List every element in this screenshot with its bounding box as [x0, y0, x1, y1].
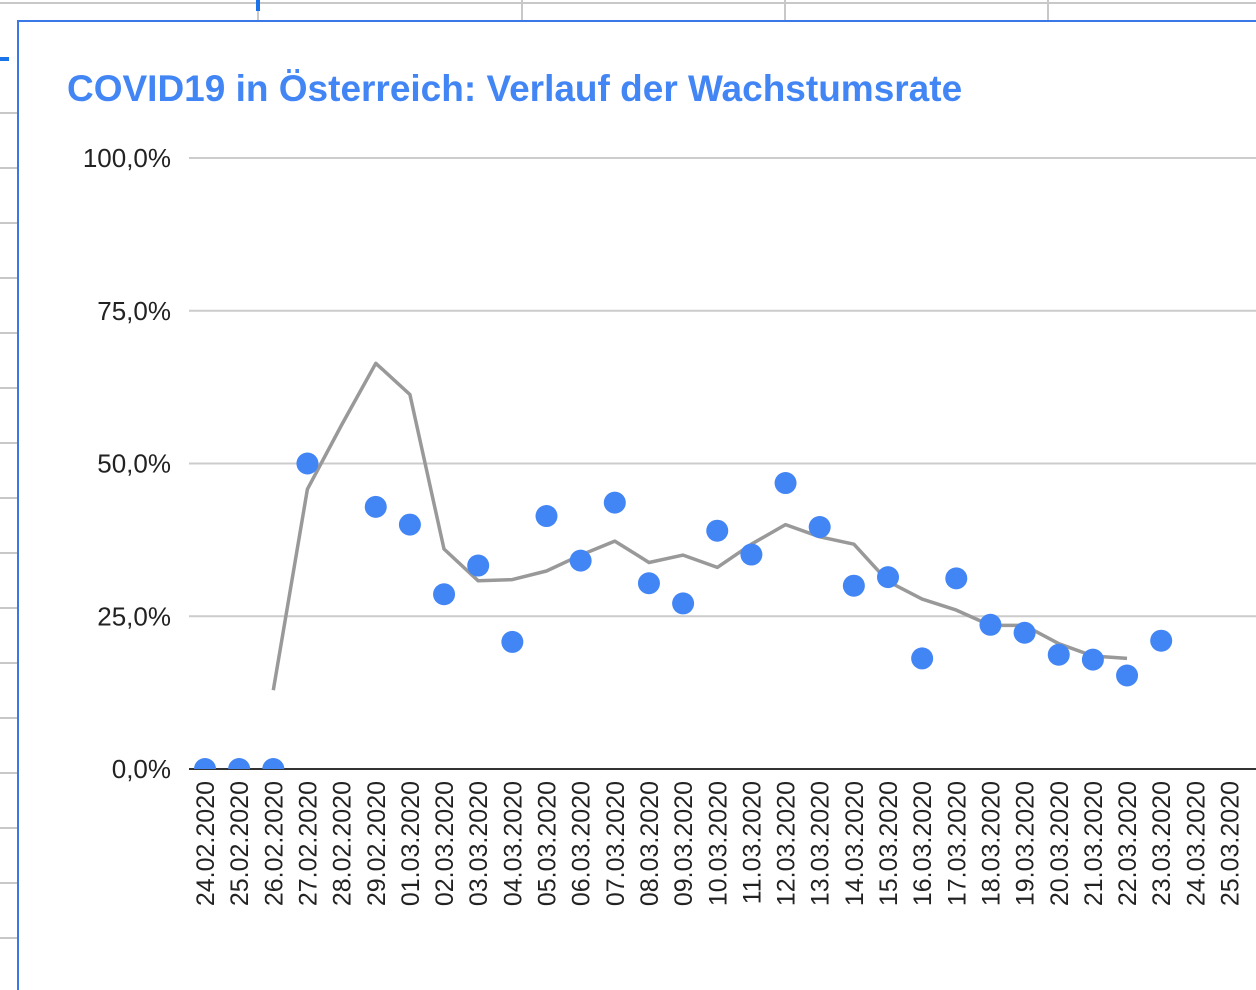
data-point[interactable]: [1081, 648, 1104, 671]
x-tick-label: 29.02.2020: [363, 781, 391, 906]
x-tick-label: 06.03.2020: [568, 781, 596, 906]
x-tick-label: 04.03.2020: [499, 781, 527, 906]
x-tick-label: 25.02.2020: [226, 781, 254, 906]
data-point[interactable]: [603, 491, 626, 514]
x-tick-label: 07.03.2020: [602, 781, 630, 906]
y-tick-label: 50,0%: [97, 449, 171, 479]
data-point[interactable]: [194, 758, 216, 780]
x-tick-label: 01.03.2020: [397, 781, 425, 906]
x-tick-label: 26.02.2020: [260, 781, 288, 906]
x-tick-label: 24.02.2020: [192, 781, 220, 906]
x-tick-label: 21.03.2020: [1080, 781, 1108, 906]
x-tick-label: 27.02.2020: [294, 781, 322, 906]
data-point[interactable]: [364, 495, 387, 518]
data-point[interactable]: [637, 572, 660, 595]
y-tick-label: 0,0%: [112, 754, 171, 784]
data-point[interactable]: [262, 758, 285, 780]
data-point[interactable]: [1013, 621, 1036, 644]
data-point[interactable]: [501, 630, 524, 653]
x-tick-label: 24.03.2020: [1182, 781, 1210, 906]
x-tick-label: 20.03.2020: [1046, 781, 1074, 906]
data-point[interactable]: [228, 758, 251, 780]
x-tick-label: 18.03.2020: [977, 781, 1005, 906]
data-point[interactable]: [774, 472, 797, 495]
data-point[interactable]: [569, 549, 592, 572]
x-tick-label: 25.03.2020: [1217, 781, 1245, 906]
x-tick-label: 03.03.2020: [465, 781, 493, 906]
data-point[interactable]: [1116, 664, 1139, 687]
data-point[interactable]: [911, 647, 934, 670]
x-tick-label: 08.03.2020: [636, 781, 664, 906]
x-tick-label: 17.03.2020: [943, 781, 971, 906]
x-tick-label: 12.03.2020: [773, 781, 801, 906]
data-point[interactable]: [706, 519, 729, 542]
chart-title: COVID19 in Österreich: Verlauf der Wachs…: [67, 68, 963, 109]
x-tick-label: 22.03.2020: [1114, 781, 1142, 906]
chart-container[interactable]: COVID19 in Österreich: Verlauf der Wachs…: [17, 20, 1256, 990]
y-tick-label: 100,0%: [83, 143, 171, 173]
data-point[interactable]: [672, 592, 695, 615]
y-tick-label: 25,0%: [97, 601, 171, 631]
data-point[interactable]: [535, 505, 558, 528]
data-point[interactable]: [398, 513, 421, 536]
x-tick-label: 10.03.2020: [704, 781, 732, 906]
x-tick-label: 23.03.2020: [1148, 781, 1176, 906]
data-point[interactable]: [740, 543, 763, 566]
data-point[interactable]: [296, 452, 319, 475]
x-tick-label: 05.03.2020: [534, 781, 562, 906]
x-tick-label: 14.03.2020: [841, 781, 869, 906]
data-point[interactable]: [842, 574, 865, 597]
data-point[interactable]: [1150, 629, 1173, 652]
x-tick-label: 02.03.2020: [431, 781, 459, 906]
x-tick-label: 13.03.2020: [807, 781, 835, 906]
data-point[interactable]: [1047, 643, 1070, 666]
x-tick-label: 11.03.2020: [738, 781, 766, 904]
data-point[interactable]: [945, 567, 968, 590]
x-tick-label: 15.03.2020: [875, 781, 903, 906]
x-tick-label: 09.03.2020: [670, 781, 698, 906]
x-tick-label: 16.03.2020: [909, 781, 937, 906]
x-tick-label: 28.02.2020: [329, 781, 357, 906]
data-point[interactable]: [877, 566, 899, 589]
data-point[interactable]: [808, 516, 831, 539]
data-point[interactable]: [979, 613, 1002, 636]
x-tick-label: 19.03.2020: [1012, 781, 1040, 906]
data-point[interactable]: [433, 583, 456, 606]
data-point[interactable]: [467, 554, 490, 577]
y-tick-label: 75,0%: [97, 296, 171, 326]
growth-rate-chart: 0,0% 25,0% 50,0% 75,0% 100,0% 24.02.2020 25.02…: [83, 143, 1256, 906]
